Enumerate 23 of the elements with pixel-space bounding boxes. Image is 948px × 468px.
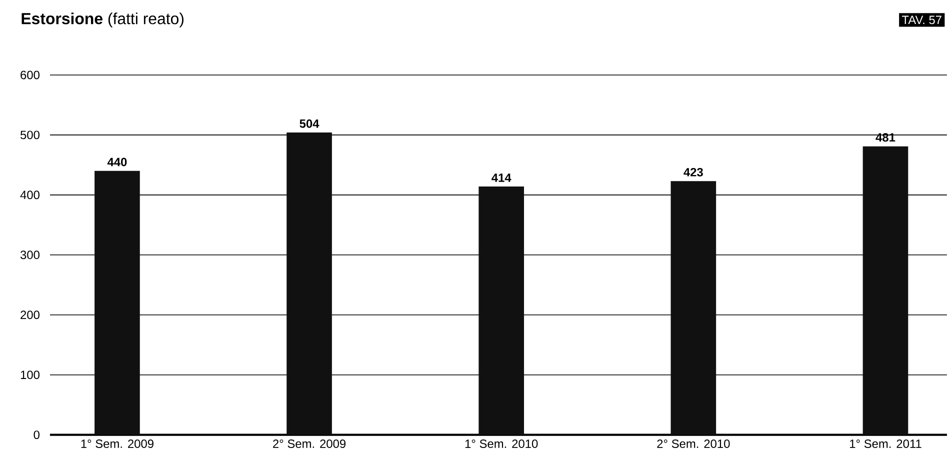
bar <box>94 171 140 435</box>
x-tick-label: 2° Sem. 2009 <box>273 440 346 448</box>
x-tick-label: 1° Sem. 2010 <box>465 440 538 448</box>
y-tick-label: 100 <box>20 370 40 380</box>
y-tick-label: 300 <box>20 250 40 260</box>
data-label: 504 <box>300 119 320 128</box>
y-tick-label: 0 <box>34 430 40 440</box>
y-tick-label: 600 <box>20 70 40 80</box>
bar <box>670 181 716 435</box>
bar <box>478 186 524 435</box>
bar <box>862 146 908 435</box>
data-label: 440 <box>107 158 127 166</box>
chart-title: Estorsione (fatti reato) <box>22 12 184 28</box>
text: TAV. 57 <box>902 16 942 24</box>
y-tick-label: 500 <box>20 130 40 140</box>
x-tick-label: 1° Sem. 2011 <box>850 440 922 448</box>
bar <box>286 132 332 435</box>
y-tick-label: 400 <box>20 190 40 200</box>
x-tick-label: 1° Sem. 2009 <box>81 440 154 448</box>
data-label: 414 <box>492 174 512 182</box>
data-label: 423 <box>684 168 703 177</box>
y-tick-label: 200 <box>20 310 40 320</box>
x-tick-label: 2° Sem. 2010 <box>657 440 730 448</box>
